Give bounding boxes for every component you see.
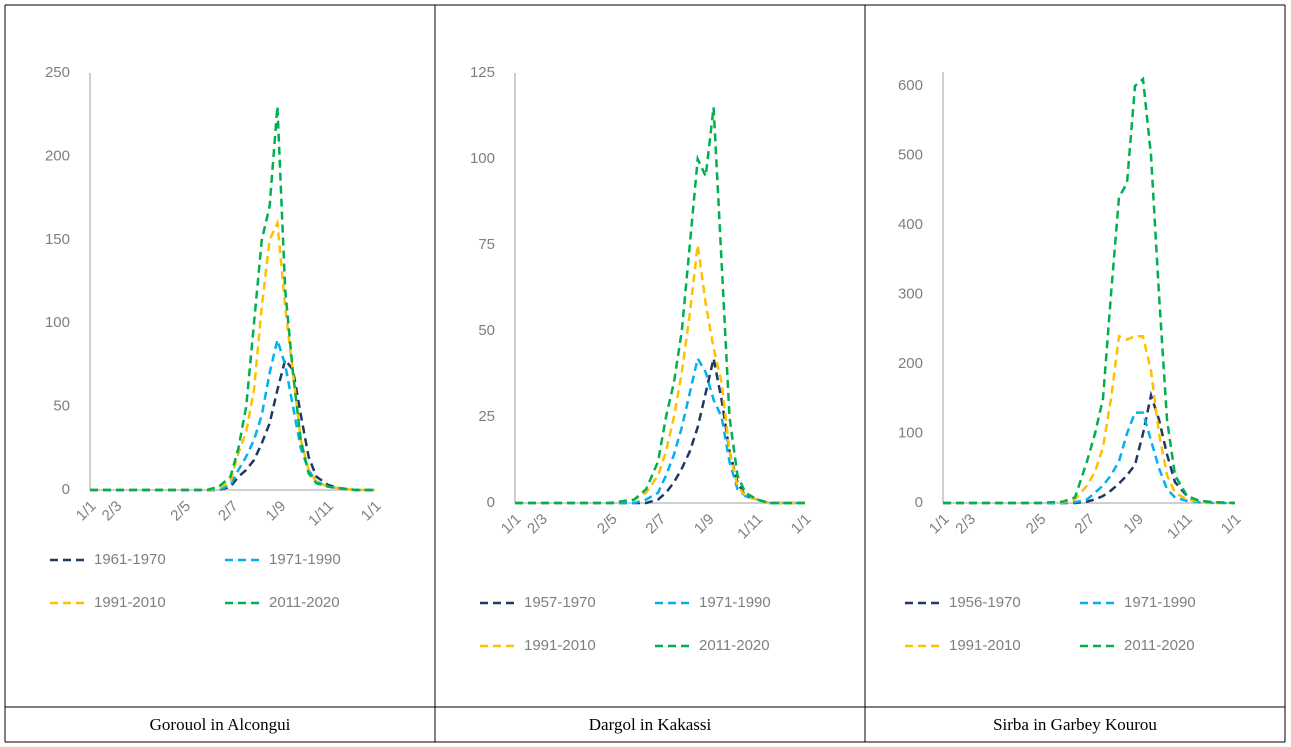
legend-label: 1957-1970 (524, 594, 596, 611)
series-line (943, 334, 1235, 505)
series-line (515, 355, 805, 505)
legend-label: 1991-2010 (949, 637, 1021, 654)
y-tick-label: 125 (470, 64, 495, 81)
x-tick-label: 2/7 (215, 498, 242, 525)
legend-label: 1971-1990 (1124, 594, 1196, 611)
x-tick-label: 1/9 (691, 511, 718, 538)
x-tick-label: 2/7 (1071, 511, 1098, 538)
x-tick-label: 1/1 (358, 498, 385, 525)
x-tick-label: 2/5 (1023, 511, 1050, 538)
legend-label: 2011-2020 (269, 594, 340, 611)
panel-caption: Sirba in Garbey Kourou (993, 715, 1157, 734)
x-tick-label: 2/5 (167, 498, 194, 525)
y-tick-label: 100 (45, 314, 70, 331)
y-tick-label: 0 (62, 481, 70, 498)
x-tick-label: 1/1 (73, 498, 100, 525)
y-tick-label: 200 (45, 147, 70, 164)
legend-label: 2011-2020 (1124, 637, 1195, 654)
x-tick-label: 1/1 (1218, 511, 1245, 538)
series-line (943, 390, 1236, 505)
x-tick-label: 2/3 (99, 498, 126, 525)
legend-label: 2011-2020 (699, 637, 770, 654)
legend-label: 1956-1970 (949, 594, 1021, 611)
y-tick-label: 50 (53, 398, 70, 415)
series-line (943, 76, 1236, 505)
legend-label: 1971-1990 (699, 594, 771, 611)
y-tick-label: 300 (898, 285, 923, 302)
x-tick-label: 2/7 (642, 511, 669, 538)
y-tick-label: 75 (478, 236, 495, 253)
x-tick-label: 1/1 (498, 511, 525, 538)
x-tick-label: 1/11 (305, 498, 337, 530)
x-tick-label: 1/9 (1120, 511, 1147, 538)
y-tick-label: 600 (898, 77, 923, 94)
x-tick-label: 2/3 (952, 511, 979, 538)
x-tick-label: 1/1 (788, 511, 815, 538)
series-line (90, 218, 375, 492)
series-line (515, 358, 805, 505)
series-line (515, 107, 805, 505)
x-tick-label: 1/9 (263, 498, 290, 525)
series-line (90, 335, 375, 492)
panel-caption: Dargol in Kakassi (589, 715, 712, 734)
series-line (515, 244, 805, 505)
y-tick-label: 400 (898, 216, 923, 233)
y-tick-label: 150 (45, 231, 70, 248)
y-tick-label: 250 (45, 64, 70, 81)
y-tick-label: 50 (478, 322, 495, 339)
legend-label: 1961-1970 (94, 551, 166, 568)
x-tick-label: 1/1 (926, 511, 953, 538)
table-frame (4, 4, 1286, 743)
y-tick-label: 200 (898, 355, 923, 372)
series-line (90, 106, 375, 492)
x-tick-label: 1/11 (1164, 511, 1196, 543)
series-line (90, 357, 375, 492)
x-tick-label: 2/5 (594, 511, 621, 538)
legend-label: 1991-2010 (94, 594, 166, 611)
legend-label: 1971-1990 (269, 551, 341, 568)
y-tick-label: 500 (898, 146, 923, 163)
x-tick-label: 2/3 (524, 511, 551, 538)
legend-label: 1991-2010 (524, 637, 596, 654)
y-tick-label: 0 (915, 494, 923, 511)
panel-caption: Gorouol in Alcongui (150, 715, 291, 734)
y-tick-label: 25 (478, 408, 495, 425)
y-tick-label: 0 (487, 494, 495, 511)
x-tick-label: 1/11 (734, 511, 766, 543)
y-tick-label: 100 (470, 150, 495, 167)
y-tick-label: 100 (898, 424, 923, 441)
